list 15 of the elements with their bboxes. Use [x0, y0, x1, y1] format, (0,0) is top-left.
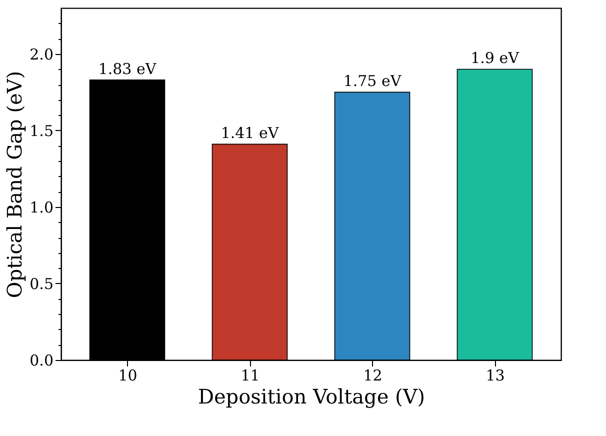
- y-axis-title: Optical Band Gap (eV): [2, 70, 27, 298]
- x-tick-label: 10: [118, 366, 138, 384]
- x-tick-label: 13: [486, 366, 505, 384]
- x-tick-label: 11: [240, 366, 260, 384]
- y-tick-label: 0.0: [30, 352, 54, 370]
- data-label: 1.9 eV: [470, 49, 520, 68]
- data-label: 1.41 eV: [220, 124, 280, 142]
- x-axis-title: Deposition Voltage (V): [198, 384, 426, 408]
- y-tick-label: 2.0: [30, 45, 54, 64]
- y-tick-label: 1.0: [30, 198, 54, 216]
- x-tick-label: 12: [363, 366, 382, 384]
- data-label: 1.75 eV: [343, 72, 402, 90]
- data-label: 1.83 eV: [98, 60, 158, 78]
- y-tick-label: 1.5: [30, 122, 54, 140]
- y-tick-label: 0.5: [30, 274, 54, 293]
